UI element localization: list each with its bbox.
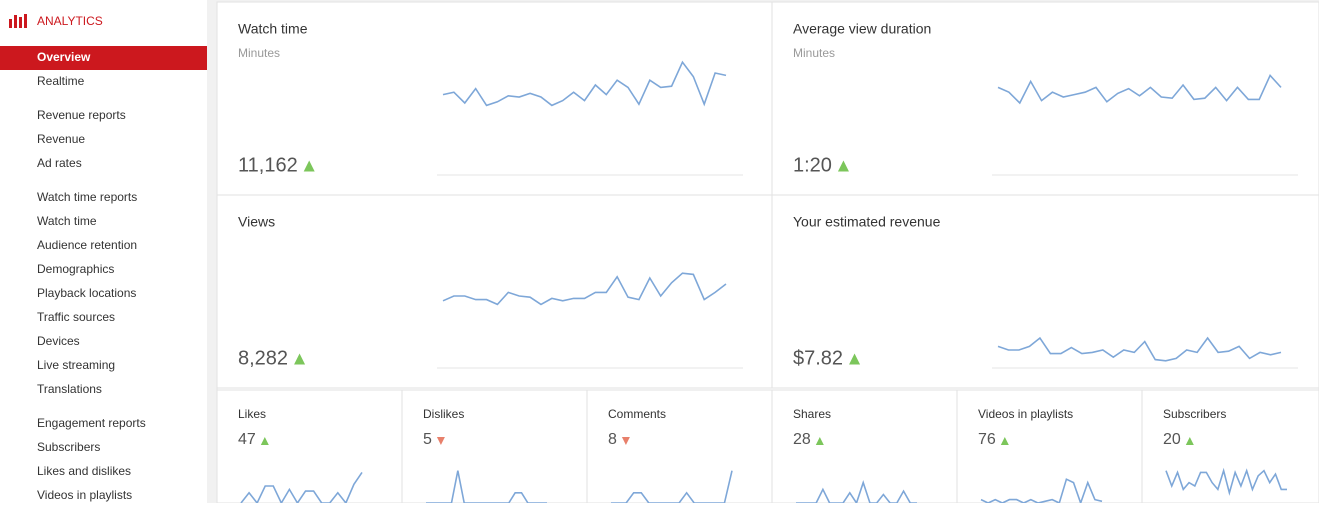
nav-item[interactable]: Watch time reports [37, 190, 137, 204]
nav-item[interactable]: Watch time [37, 214, 97, 228]
trend-arrow [294, 353, 306, 365]
nav-item[interactable]: Overview [37, 50, 91, 64]
sparkline [997, 73, 1282, 105]
card-title: Comments [608, 407, 666, 421]
card-value: $7.82 [793, 347, 843, 369]
card-value: 28 [793, 431, 811, 448]
sparkline [980, 478, 1103, 506]
sparkline [240, 471, 363, 505]
nav-item[interactable]: Subscribers [37, 440, 100, 454]
card-value: 1:20 [793, 154, 832, 176]
card-title: Views [238, 214, 275, 230]
card-value: 5 [423, 431, 432, 448]
nav-item[interactable]: Live streaming [37, 358, 115, 372]
nav-item[interactable]: Engagement reports [37, 416, 146, 430]
nav-item[interactable]: Playback locations [37, 286, 136, 300]
sidebar-title: ANALYTICS [37, 14, 103, 28]
card-subtitle: Minutes [238, 46, 280, 60]
card-subtitle: Minutes [793, 46, 835, 60]
trend-arrow [303, 160, 315, 172]
card-value: 8,282 [238, 347, 288, 369]
trend-arrow [849, 353, 861, 365]
trend-arrow [815, 437, 824, 445]
small-metric-card[interactable] [1141, 389, 1319, 508]
card-title: Likes [238, 407, 266, 421]
trend-arrow [260, 437, 269, 445]
nav-item[interactable]: Revenue reports [37, 108, 126, 122]
card-value: 11,162 [238, 154, 298, 176]
card-title: Videos in playlists [978, 407, 1073, 421]
nav-item[interactable]: Demographics [37, 262, 114, 276]
card-title: Subscribers [1163, 407, 1226, 421]
card-title: Shares [793, 407, 831, 421]
trend-arrow [837, 160, 849, 172]
sparkline [442, 272, 727, 306]
sparkline [997, 336, 1282, 362]
card-title: Your estimated revenue [793, 214, 941, 230]
nav-item[interactable]: Ad rates [37, 156, 82, 170]
active-item-bg [0, 46, 207, 70]
nav-item[interactable]: Likes and dislikes [37, 464, 131, 478]
card-title: Watch time [238, 21, 308, 37]
nav-item[interactable]: Translations [37, 382, 102, 396]
sparkline [1165, 467, 1287, 496]
nav-item[interactable]: Traffic sources [37, 310, 115, 324]
card-value: 8 [608, 431, 617, 448]
trend-arrow [1000, 437, 1009, 445]
metric-card[interactable] [771, 194, 1319, 389]
card-value: 47 [238, 431, 256, 448]
nav-item[interactable]: Realtime [37, 74, 85, 88]
trend-arrow [436, 437, 445, 445]
logo-icon [9, 14, 27, 28]
card-title: Average view duration [793, 21, 931, 37]
trend-arrow [621, 437, 630, 445]
card-title: Dislikes [423, 407, 464, 421]
sparkline [442, 60, 727, 107]
trend-arrow [1185, 437, 1194, 445]
card-value: 76 [978, 431, 996, 448]
card-value: 20 [1163, 431, 1181, 448]
nav-item[interactable]: Audience retention [37, 238, 137, 252]
nav-item[interactable]: Videos in playlists [37, 488, 132, 502]
nav-item[interactable]: Revenue [37, 132, 85, 146]
nav-item[interactable]: Devices [37, 334, 80, 348]
cards-panel [216, 1, 1319, 504]
